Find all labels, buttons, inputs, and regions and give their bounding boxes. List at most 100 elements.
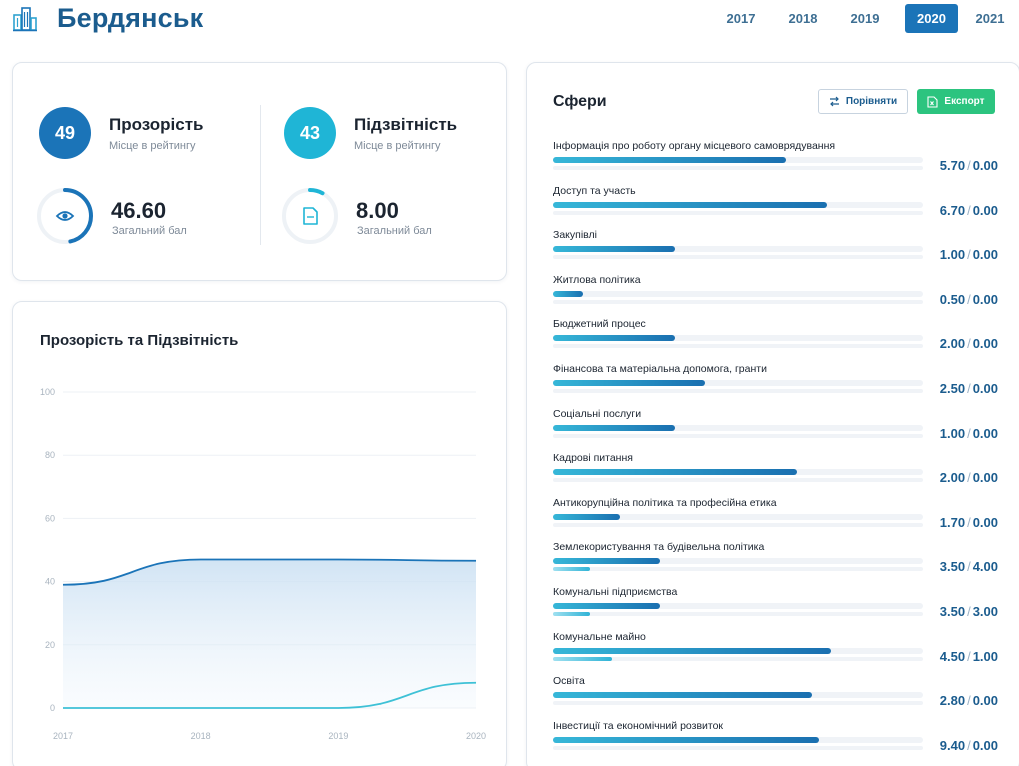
sphere-label: Комунальне майно (553, 630, 646, 643)
sphere-label: Житлова політика (553, 273, 641, 286)
sphere-score: 0.50/0.00 (940, 292, 998, 307)
transparency-bar-fill (553, 469, 798, 476)
accountability-bar-fill (553, 612, 590, 616)
transparency-bar-track (553, 290, 923, 297)
transparency-bar-track (553, 603, 923, 609)
transparency-bar-fill (553, 736, 820, 743)
accountability-rank-badge: 43 (284, 107, 336, 159)
transparency-bar-fill (553, 647, 831, 654)
accountability-score-value: 0.00 (972, 381, 998, 396)
export-button[interactable]: Експорт (917, 89, 995, 114)
sphere-row[interactable]: Комунальне майно 4.50/1.00 (553, 631, 998, 675)
excel-file-icon (927, 95, 938, 108)
transparency-score-value: 2.80 (939, 693, 966, 709)
transparency-rank-badge: 49 (39, 107, 91, 159)
sphere-row[interactable]: Житлова політика 0.50/0.00 (553, 274, 998, 318)
page-header: Бердянськ 2017 2018 2019 2020 2021 (0, 0, 1019, 40)
transparency-bar-fill (553, 424, 676, 431)
sphere-label: Інвестиції та економічний розвиток (553, 719, 724, 732)
series-0-line (62, 558, 477, 586)
transparency-score-gauge (37, 188, 93, 244)
score-separator: / (967, 737, 971, 753)
sphere-row[interactable]: Соціальні послуги 1.00/0.00 (553, 408, 998, 452)
accountability-score-value: 0.00 (972, 202, 998, 218)
accountability-bar-track (553, 701, 923, 706)
summary-divider (260, 105, 261, 245)
year-tab-2021[interactable]: 2021 (975, 11, 1005, 26)
transparency-score-value: 3.50 (939, 559, 966, 575)
series-0-area (63, 559, 476, 708)
year-tab-2019[interactable]: 2019 (850, 11, 880, 26)
transparency-bar-track (553, 736, 923, 743)
sphere-row[interactable]: Доступ та участь 6.70/0.00 (553, 185, 998, 229)
transparency-bar-track (553, 469, 923, 476)
accountability-bar-track (553, 567, 923, 572)
transparency-bar-track (553, 157, 923, 163)
transparency-bar-fill (553, 692, 812, 699)
sphere-row[interactable]: Землекористування та будівельна політика… (553, 541, 998, 585)
transparency-bar-track (553, 246, 923, 253)
transparency-score-value: 2.00 (939, 336, 966, 352)
eye-icon (55, 211, 75, 221)
accountability-bar-track (553, 299, 923, 304)
sphere-row[interactable]: Інвестиції та економічний розвиток 9.40/0… (553, 720, 998, 764)
sphere-label: Освіта (553, 675, 585, 688)
export-button-label: Експорт (944, 96, 985, 107)
transparency-rank-label: Місце в рейтингу (109, 140, 196, 152)
transparency-score-label: Загальний бал (112, 225, 187, 237)
accountability-bar-track (553, 344, 923, 349)
sphere-score: 3.50/3.00 (940, 604, 998, 619)
sphere-row[interactable]: Кадрові питання 2.00/0.00 (553, 452, 998, 496)
sphere-label: Доступ та участь (553, 184, 636, 197)
year-tab-2017[interactable]: 2017 (726, 11, 756, 26)
score-separator: / (967, 559, 971, 575)
accountability-bar-track (553, 745, 923, 750)
trend-chart: 0 20 40 60 80 100 2017 2018 2019 2020 (40, 387, 486, 741)
accountability-score-value: 3.00 (972, 604, 998, 619)
accountability-score-value: 0.00 (972, 737, 998, 753)
transparency-bar-track (553, 647, 923, 654)
transparency-bar-track (553, 335, 923, 342)
score-separator: / (967, 693, 971, 709)
accountability-score-gauge (282, 188, 338, 244)
year-tab-2018[interactable]: 2018 (788, 11, 818, 26)
sphere-row[interactable]: Комунальні підприємства 3.50/3.00 (553, 586, 998, 630)
transparency-score: 46.60 (111, 198, 167, 223)
accountability-bar-fill (553, 656, 613, 661)
accountability-bar-track (553, 433, 923, 438)
accountability-rank: 43 (299, 123, 321, 143)
sphere-row[interactable]: Фінансова та матеріальна допомога, грант… (553, 363, 998, 407)
score-separator: / (967, 648, 971, 664)
sphere-row[interactable]: Бюджетний процес 2.00/0.00 (553, 318, 998, 362)
transparency-bar-track (553, 558, 923, 565)
sphere-score: 1.70/0.00 (940, 515, 998, 530)
sphere-row[interactable]: Антикорупційна політика та професійна ет… (553, 497, 998, 541)
accountability-score-value: 0.00 (972, 425, 998, 441)
sphere-score: 2.80/0.00 (940, 693, 998, 708)
transparency-bar-track (553, 513, 923, 520)
y-tick-label: 0 (50, 703, 55, 713)
accountability-rank-label: Місце в рейтингу (354, 140, 441, 152)
accountability-score-value: 0.00 (972, 158, 998, 173)
sphere-row[interactable]: Освіта 2.80/0.00 (553, 675, 998, 719)
sphere-row[interactable]: Закупівлі 1.00/0.00 (553, 229, 998, 273)
score-separator: / (967, 247, 971, 263)
x-tick-label: 2017 (53, 731, 73, 741)
sphere-score: 5.70/0.00 (940, 158, 998, 173)
accountability-bar-track (553, 210, 923, 215)
accountability-score-value: 1.00 (972, 648, 998, 664)
score-separator: / (967, 470, 971, 486)
accountability-bar-track (553, 389, 923, 393)
accountability-bar-track (553, 255, 923, 260)
sphere-score: 1.00/0.00 (940, 247, 998, 262)
sphere-score: 2.00/0.00 (940, 470, 998, 485)
year-tab-2020[interactable]: 2020 (905, 4, 958, 33)
accountability-bar-track (553, 166, 923, 170)
transparency-bar-fill (553, 157, 787, 163)
sphere-row[interactable]: Інформація про роботу органу місцевого с… (553, 140, 998, 184)
city-title: Бердянськ (57, 3, 204, 33)
compare-button[interactable]: Порівняти (818, 89, 908, 114)
sphere-label: Комунальні підприємства (553, 586, 678, 598)
score-separator: / (967, 336, 971, 352)
sphere-score: 2.50/0.00 (940, 381, 998, 396)
